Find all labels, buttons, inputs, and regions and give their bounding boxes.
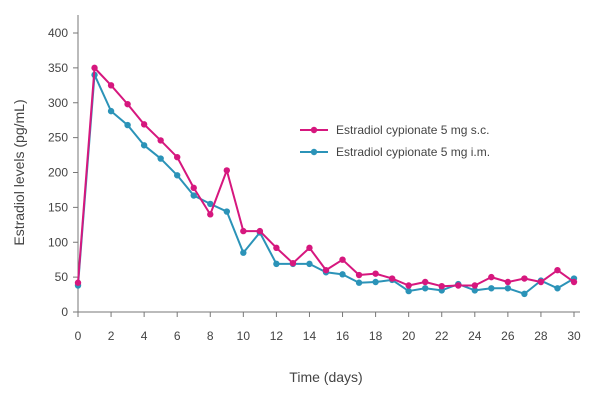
- legend-swatch-marker: [310, 148, 318, 156]
- data-point: [207, 211, 214, 218]
- data-point: [488, 273, 495, 281]
- series-layer: [74, 64, 578, 298]
- legend: Estradiol cypionate 5 mg s.c. Estradiol c…: [300, 123, 490, 159]
- x-tick-label: 18: [369, 329, 383, 343]
- data-point: [256, 227, 264, 235]
- y-tick-label: 400: [48, 26, 68, 40]
- x-tick-label: 2: [108, 329, 115, 343]
- data-point: [438, 282, 445, 290]
- data-point: [372, 278, 379, 286]
- data-point: [537, 278, 545, 286]
- y-axis-title: Estradiol levels (pg/mL): [11, 99, 27, 245]
- data-point: [521, 290, 528, 298]
- data-point: [223, 208, 230, 215]
- y-tick-label: 0: [61, 305, 68, 319]
- data-point: [174, 153, 181, 161]
- x-tick-label: 26: [501, 329, 515, 343]
- data-point: [355, 279, 363, 286]
- data-point: [471, 282, 478, 289]
- series-line: [77, 73, 575, 295]
- data-point: [504, 278, 512, 286]
- data-point: [240, 249, 247, 256]
- data-point: [289, 259, 297, 267]
- data-point: [372, 270, 379, 277]
- data-point: [207, 200, 214, 208]
- data-point: [190, 192, 197, 199]
- y-axis-ticks: 0 50 100 150 200 250 300 350 400: [48, 26, 78, 319]
- data-point: [471, 287, 478, 294]
- data-point: [405, 282, 412, 289]
- data-point: [488, 285, 495, 292]
- data-point: [405, 287, 412, 295]
- data-point: [322, 266, 330, 274]
- data-point: [339, 271, 346, 278]
- x-tick-label: 22: [435, 329, 449, 343]
- data-point: [157, 137, 164, 144]
- x-tick-label: 8: [207, 329, 214, 343]
- data-point: [107, 107, 115, 115]
- data-point: [273, 244, 280, 252]
- x-tick-label: 20: [402, 329, 416, 343]
- data-point: [273, 260, 280, 268]
- x-tick-label: 12: [270, 329, 284, 343]
- data-point: [422, 285, 429, 292]
- legend-label: Estradiol cypionate 5 mg i.m.: [336, 145, 490, 159]
- data-point: [190, 184, 197, 192]
- data-point: [140, 121, 148, 128]
- data-point: [355, 271, 363, 279]
- data-point: [91, 64, 98, 72]
- data-point: [240, 227, 247, 235]
- data-point: [388, 275, 396, 282]
- x-axis-title: Time (days): [289, 369, 362, 385]
- data-point: [554, 285, 561, 292]
- data-point: [306, 260, 313, 268]
- x-tick-label: 16: [336, 329, 350, 343]
- y-tick-label: 300: [48, 96, 68, 110]
- legend-label: Estradiol cypionate 5 mg s.c.: [336, 123, 489, 137]
- x-tick-label: 30: [567, 329, 581, 343]
- y-tick-label: 100: [48, 235, 68, 249]
- data-point: [339, 256, 346, 263]
- data-point: [306, 244, 313, 252]
- data-point: [157, 155, 164, 162]
- x-tick-label: 6: [174, 329, 181, 343]
- x-tick-label: 10: [237, 329, 251, 343]
- data-point: [74, 279, 82, 286]
- y-tick-label: 350: [48, 61, 68, 75]
- data-point: [107, 82, 115, 89]
- x-axis-ticks: 0 2 4 6 8 10 12 14 16 18 20 22 24 26 28 30: [75, 312, 581, 343]
- data-point: [554, 266, 561, 274]
- series-line: [77, 66, 575, 288]
- data-point: [504, 285, 512, 292]
- y-tick-label: 200: [48, 166, 68, 180]
- data-point: [140, 142, 148, 149]
- x-tick-label: 4: [141, 329, 148, 343]
- x-tick-label: 0: [75, 329, 82, 343]
- data-point: [521, 275, 528, 282]
- y-tick-label: 250: [48, 131, 68, 145]
- y-tick-label: 150: [48, 200, 68, 214]
- data-point: [174, 172, 181, 179]
- x-tick-label: 24: [468, 329, 482, 343]
- y-tick-label: 50: [55, 270, 69, 284]
- legend-swatch-marker: [310, 126, 318, 134]
- x-tick-label: 14: [303, 329, 317, 343]
- data-point: [223, 167, 230, 174]
- data-point: [570, 278, 578, 286]
- data-point: [124, 121, 131, 129]
- data-point: [455, 282, 462, 289]
- x-tick-label: 28: [534, 329, 548, 343]
- data-point: [124, 100, 131, 108]
- data-point: [422, 278, 429, 286]
